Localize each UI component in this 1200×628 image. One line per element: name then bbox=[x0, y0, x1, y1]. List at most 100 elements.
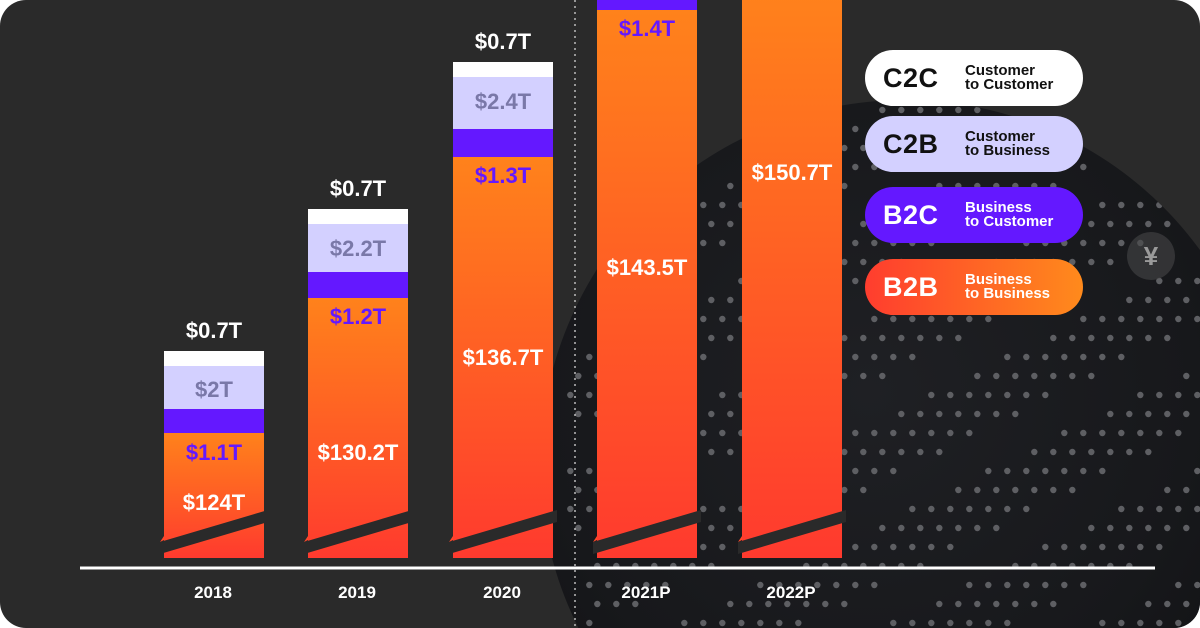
globe-dot bbox=[719, 391, 726, 399]
globe-dot bbox=[1137, 619, 1144, 627]
globe-dot bbox=[795, 619, 802, 627]
globe-dot bbox=[1156, 201, 1163, 209]
globe-dot bbox=[1050, 600, 1057, 608]
globe-dot bbox=[1061, 429, 1068, 437]
globe-dot bbox=[890, 543, 897, 551]
globe-dot bbox=[909, 543, 916, 551]
globe-dot bbox=[1156, 543, 1163, 551]
globe-dot bbox=[1023, 581, 1030, 589]
globe-dot bbox=[852, 239, 859, 247]
globe-dot bbox=[1004, 391, 1011, 399]
globe-dot bbox=[1156, 315, 1163, 323]
legend-description-line: Business bbox=[965, 199, 1032, 216]
globe-dot bbox=[1088, 258, 1095, 266]
globe-dot bbox=[700, 353, 707, 361]
globe-dot bbox=[1137, 543, 1144, 551]
globe-dot bbox=[879, 334, 886, 342]
globe-dot bbox=[1145, 448, 1152, 456]
globe-dot bbox=[1126, 296, 1133, 304]
globe-dot bbox=[841, 486, 848, 494]
globe-dot bbox=[575, 486, 582, 494]
globe-dot bbox=[567, 505, 574, 513]
globe-dot bbox=[860, 448, 867, 456]
globe-dot bbox=[1107, 410, 1114, 418]
globe-dot bbox=[1118, 505, 1125, 513]
globe-dot bbox=[974, 600, 981, 608]
legend-description-line: Customer bbox=[965, 128, 1036, 145]
globe-dot bbox=[738, 619, 745, 627]
globe-dot bbox=[708, 410, 715, 418]
globe-dot bbox=[613, 600, 620, 608]
data-label-b2b: $130.2T bbox=[318, 440, 399, 465]
globe-dot bbox=[841, 182, 848, 190]
globe-dot bbox=[985, 315, 992, 323]
globe-dot bbox=[909, 353, 916, 361]
x-tick-label: 2020 bbox=[483, 583, 521, 602]
globe-dot bbox=[681, 619, 688, 627]
legend-description: Business to Business bbox=[965, 272, 1050, 301]
globe-dot bbox=[1031, 448, 1038, 456]
globe-dot bbox=[1012, 600, 1019, 608]
legend-description-line: to Business bbox=[965, 142, 1051, 159]
data-label-b2b: $143.5T bbox=[607, 255, 688, 280]
globe-dot bbox=[879, 524, 886, 532]
globe-dot bbox=[1061, 353, 1068, 361]
globe-dot bbox=[1080, 163, 1087, 171]
legend-description-line: to Customer bbox=[965, 213, 1054, 230]
globe-dot bbox=[1175, 429, 1182, 437]
globe-dot bbox=[993, 524, 1000, 532]
globe-dot bbox=[936, 448, 943, 456]
globe-dot bbox=[860, 486, 867, 494]
globe-dot bbox=[1118, 315, 1125, 323]
legend-item-b2c: B2C Business to Customer bbox=[865, 187, 1083, 243]
globe-dot bbox=[586, 467, 593, 475]
globe-dot bbox=[966, 429, 973, 437]
globe-dot bbox=[1031, 372, 1038, 380]
globe-dot bbox=[1107, 258, 1114, 266]
globe-dot bbox=[1164, 486, 1171, 494]
globe-dot bbox=[727, 334, 734, 342]
globe-dot bbox=[708, 448, 715, 456]
globe-dot bbox=[1164, 600, 1171, 608]
data-label-c2b: $2.2T bbox=[330, 236, 387, 261]
globe-dot bbox=[1126, 334, 1133, 342]
globe-dot bbox=[1137, 391, 1144, 399]
globe-dot bbox=[757, 581, 764, 589]
globe-dot bbox=[776, 581, 783, 589]
globe-dot bbox=[1099, 239, 1106, 247]
bar-segment-b2c bbox=[453, 129, 553, 157]
globe-dot bbox=[1107, 524, 1114, 532]
globe-dot bbox=[898, 410, 905, 418]
globe-dot bbox=[700, 505, 707, 513]
globe-dot bbox=[974, 486, 981, 494]
globe-dot bbox=[860, 220, 867, 228]
globe-dot bbox=[936, 334, 943, 342]
globe-dot bbox=[860, 144, 867, 152]
globe-dot bbox=[947, 429, 954, 437]
globe-dot bbox=[719, 315, 726, 323]
globe-dot bbox=[966, 315, 973, 323]
globe-dot bbox=[966, 619, 973, 627]
globe-dot bbox=[890, 619, 897, 627]
globe-dot bbox=[1118, 619, 1125, 627]
legend-item-c2c: C2C Customer to Customer bbox=[865, 50, 1083, 106]
globe-dot bbox=[575, 410, 582, 418]
globe-dot bbox=[1012, 410, 1019, 418]
data-label-c2b: $2.4T bbox=[475, 89, 532, 114]
globe-dot bbox=[1061, 467, 1068, 475]
globe-dot bbox=[985, 619, 992, 627]
globe-dot bbox=[1088, 524, 1095, 532]
data-label-c2c: $0.7T bbox=[330, 176, 387, 201]
globe-dot bbox=[928, 315, 935, 323]
globe-dot bbox=[898, 334, 905, 342]
globe-dot bbox=[727, 182, 734, 190]
legend-description-line: to Customer bbox=[965, 76, 1054, 93]
globe-dot bbox=[1126, 410, 1133, 418]
globe-dot bbox=[1004, 353, 1011, 361]
globe-dot bbox=[879, 106, 886, 114]
globe-dot bbox=[1088, 334, 1095, 342]
globe-dot bbox=[1099, 429, 1106, 437]
globe-dot bbox=[708, 220, 715, 228]
globe-dot bbox=[1023, 391, 1030, 399]
